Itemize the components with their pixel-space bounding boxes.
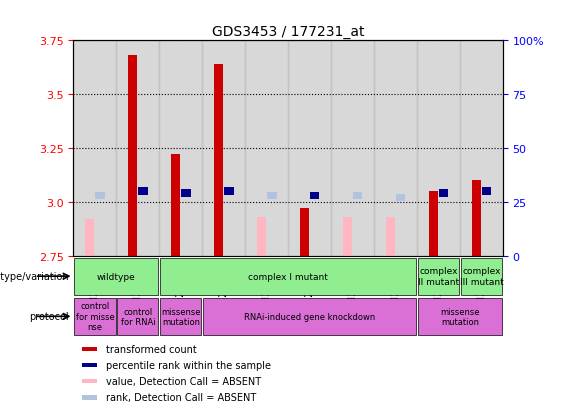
Text: control
for misse
nse: control for misse nse — [76, 302, 114, 331]
Bar — [439, 190, 448, 197]
Title: GDS3453 / 177231_at: GDS3453 / 177231_at — [212, 25, 364, 39]
Text: complex
III mutant: complex III mutant — [459, 267, 503, 286]
Bar — [257, 217, 266, 256]
Bar — [224, 188, 233, 195]
Bar — [418, 298, 502, 335]
Bar — [310, 192, 319, 199]
Bar — [73, 41, 116, 256]
Bar — [82, 363, 98, 368]
Bar — [343, 217, 352, 256]
Bar — [75, 298, 115, 335]
Text: protocol: protocol — [29, 311, 69, 322]
Text: complex I mutant: complex I mutant — [248, 272, 328, 281]
Bar — [82, 379, 98, 384]
Bar — [288, 41, 331, 256]
Bar — [159, 41, 202, 256]
Bar — [82, 395, 98, 400]
Bar — [95, 192, 105, 199]
Bar — [267, 192, 276, 199]
Bar — [128, 56, 137, 256]
Bar — [331, 41, 374, 256]
Text: value, Detection Call = ABSENT: value, Detection Call = ABSENT — [106, 376, 261, 386]
Bar — [202, 41, 245, 256]
Text: missense
mutation: missense mutation — [440, 307, 480, 326]
Bar — [396, 194, 405, 202]
Text: wildtype: wildtype — [97, 272, 136, 281]
Bar — [300, 209, 309, 256]
Bar — [460, 41, 503, 256]
Bar — [461, 258, 502, 295]
Bar — [171, 155, 180, 256]
Bar — [245, 41, 288, 256]
Bar — [429, 192, 438, 256]
Bar — [203, 298, 416, 335]
Bar — [353, 192, 362, 199]
Text: missense
mutation: missense mutation — [161, 307, 201, 326]
Bar — [160, 298, 201, 335]
Text: transformed count: transformed count — [106, 344, 197, 354]
Text: control
for RNAi: control for RNAi — [120, 307, 155, 326]
Bar — [418, 258, 459, 295]
Bar — [417, 41, 460, 256]
Text: complex
II mutant: complex II mutant — [418, 267, 459, 286]
Bar — [138, 188, 147, 195]
Text: RNAi-induced gene knockdown: RNAi-induced gene knockdown — [244, 312, 375, 321]
Text: percentile rank within the sample: percentile rank within the sample — [106, 360, 271, 370]
Bar — [374, 41, 417, 256]
Bar — [85, 220, 94, 256]
Bar — [181, 190, 190, 197]
Bar — [482, 188, 491, 195]
Bar — [118, 298, 158, 335]
Bar — [160, 258, 416, 295]
Text: genotype/variation: genotype/variation — [0, 271, 69, 282]
Bar — [116, 41, 159, 256]
Bar — [472, 181, 481, 256]
Bar — [75, 258, 158, 295]
Bar — [214, 65, 223, 256]
Bar — [386, 217, 395, 256]
Bar — [82, 347, 98, 351]
Text: rank, Detection Call = ABSENT: rank, Detection Call = ABSENT — [106, 392, 257, 403]
